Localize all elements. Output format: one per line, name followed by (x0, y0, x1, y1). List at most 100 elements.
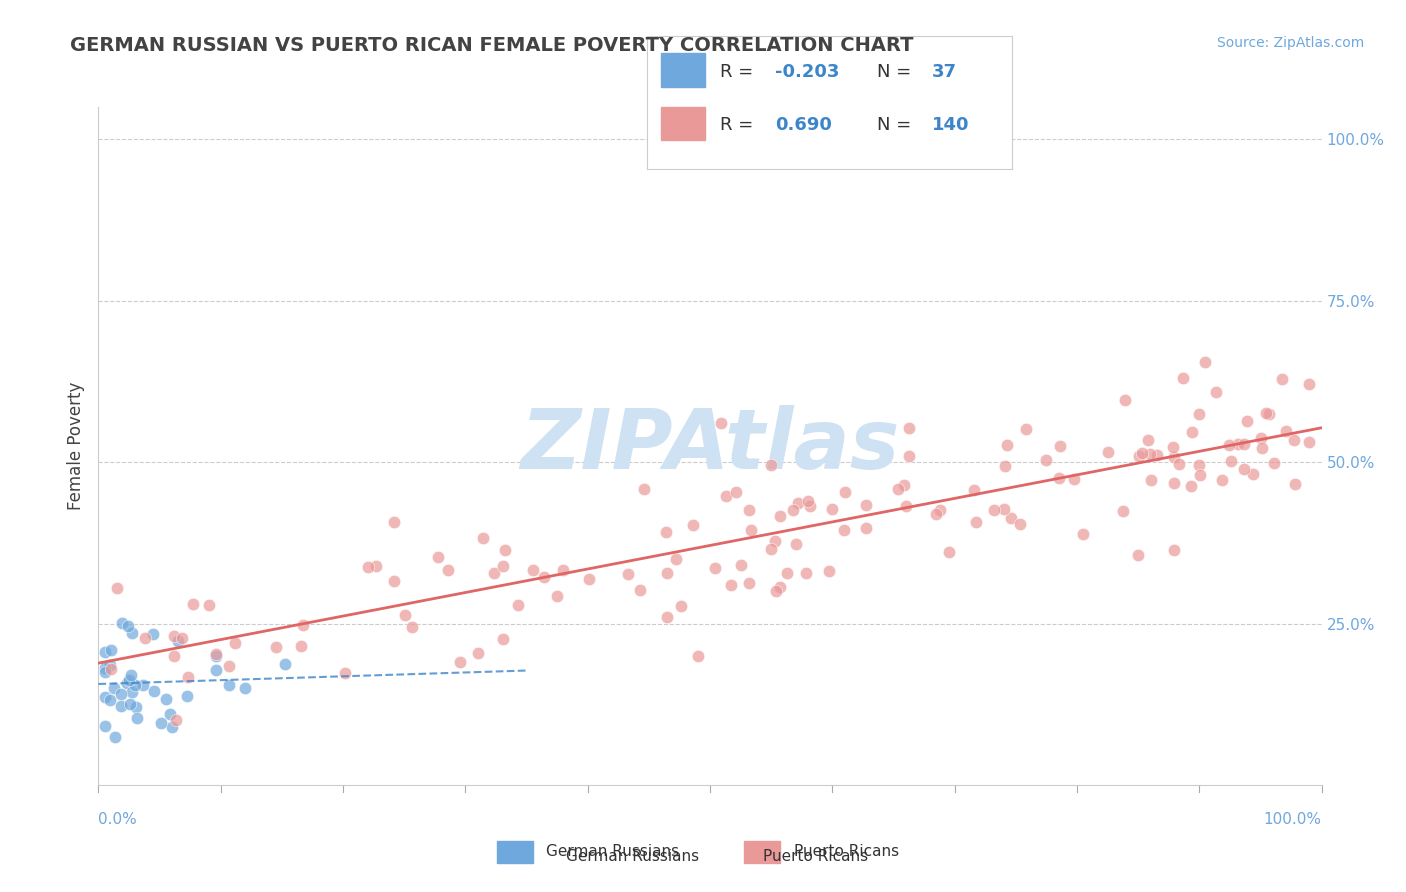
Point (782, 503, 804, 517)
Point (1188, 407, 1211, 421)
Point (172, 631, 194, 645)
Point (110, 698, 132, 713)
Text: R =: R = (720, 62, 759, 81)
Point (796, 494, 818, 508)
Point (143, 683, 166, 698)
Point (710, 416, 733, 430)
Point (120, 697, 142, 711)
Point (928, 503, 950, 517)
Point (121, 625, 143, 640)
Point (165, 714, 187, 728)
Point (730, 558, 752, 572)
Point (205, 648, 228, 662)
Point (1233, 437, 1256, 451)
Bar (496, 841, 533, 863)
Point (633, 482, 655, 496)
Point (132, 678, 155, 692)
Point (787, 496, 810, 510)
Text: 100.0%: 100.0% (1264, 812, 1322, 827)
Point (233, 681, 256, 696)
Point (103, 681, 125, 695)
Point (1063, 472, 1085, 486)
Point (1226, 437, 1249, 451)
Bar (661, 53, 706, 87)
Point (887, 483, 910, 497)
Point (484, 566, 506, 580)
Point (897, 449, 920, 463)
Point (1271, 372, 1294, 386)
Point (1194, 355, 1216, 369)
Bar (744, 841, 780, 863)
Point (785, 536, 807, 550)
Point (657, 566, 679, 580)
Point (127, 711, 149, 725)
Point (1180, 479, 1202, 493)
Point (834, 485, 856, 500)
Point (1112, 504, 1135, 518)
Point (893, 478, 915, 492)
Point (167, 633, 190, 648)
Point (1161, 440, 1184, 454)
Point (141, 627, 163, 641)
Point (121, 685, 143, 699)
Point (1258, 407, 1281, 421)
Point (546, 589, 568, 603)
Point (1015, 422, 1038, 436)
Point (218, 659, 240, 673)
Point (1146, 448, 1168, 462)
Point (163, 648, 186, 663)
Point (1211, 473, 1233, 487)
Point (553, 563, 575, 577)
Point (1233, 462, 1256, 476)
Point (467, 646, 489, 660)
Point (1168, 457, 1191, 471)
Y-axis label: Female Poverty: Female Poverty (66, 382, 84, 510)
Point (1188, 468, 1211, 483)
Point (655, 610, 678, 624)
Point (1097, 445, 1119, 459)
Point (924, 507, 946, 521)
Point (93, 690, 115, 704)
Point (290, 639, 312, 653)
Point (855, 521, 877, 535)
Text: 0.690: 0.690 (775, 116, 831, 135)
Point (274, 657, 297, 671)
Point (224, 636, 246, 650)
Point (963, 483, 986, 497)
Point (449, 656, 471, 670)
Point (105, 581, 128, 595)
Point (472, 531, 495, 545)
Point (176, 689, 198, 703)
Point (738, 502, 761, 516)
Bar (661, 106, 706, 140)
Text: -0.203: -0.203 (775, 62, 839, 81)
Point (266, 640, 288, 654)
Point (333, 665, 356, 680)
Point (578, 572, 600, 586)
Point (100, 661, 122, 675)
Point (821, 501, 844, 516)
Point (1263, 456, 1285, 470)
Text: 140: 140 (932, 116, 969, 135)
Point (1071, 526, 1094, 541)
Point (93, 645, 115, 659)
Point (124, 678, 146, 692)
Text: R =: R = (720, 116, 759, 135)
Point (506, 598, 529, 612)
Point (427, 550, 450, 565)
Text: N =: N = (877, 62, 917, 81)
Point (177, 670, 200, 684)
Point (938, 545, 960, 559)
Point (759, 542, 782, 557)
Point (1250, 442, 1272, 456)
Point (965, 515, 987, 529)
Point (1139, 447, 1161, 461)
Point (738, 576, 761, 591)
Point (1298, 435, 1320, 450)
Point (1180, 425, 1202, 439)
Point (995, 438, 1018, 452)
Point (93, 661, 115, 675)
Point (983, 503, 1005, 517)
Text: N =: N = (877, 116, 917, 135)
Point (94, 665, 117, 680)
